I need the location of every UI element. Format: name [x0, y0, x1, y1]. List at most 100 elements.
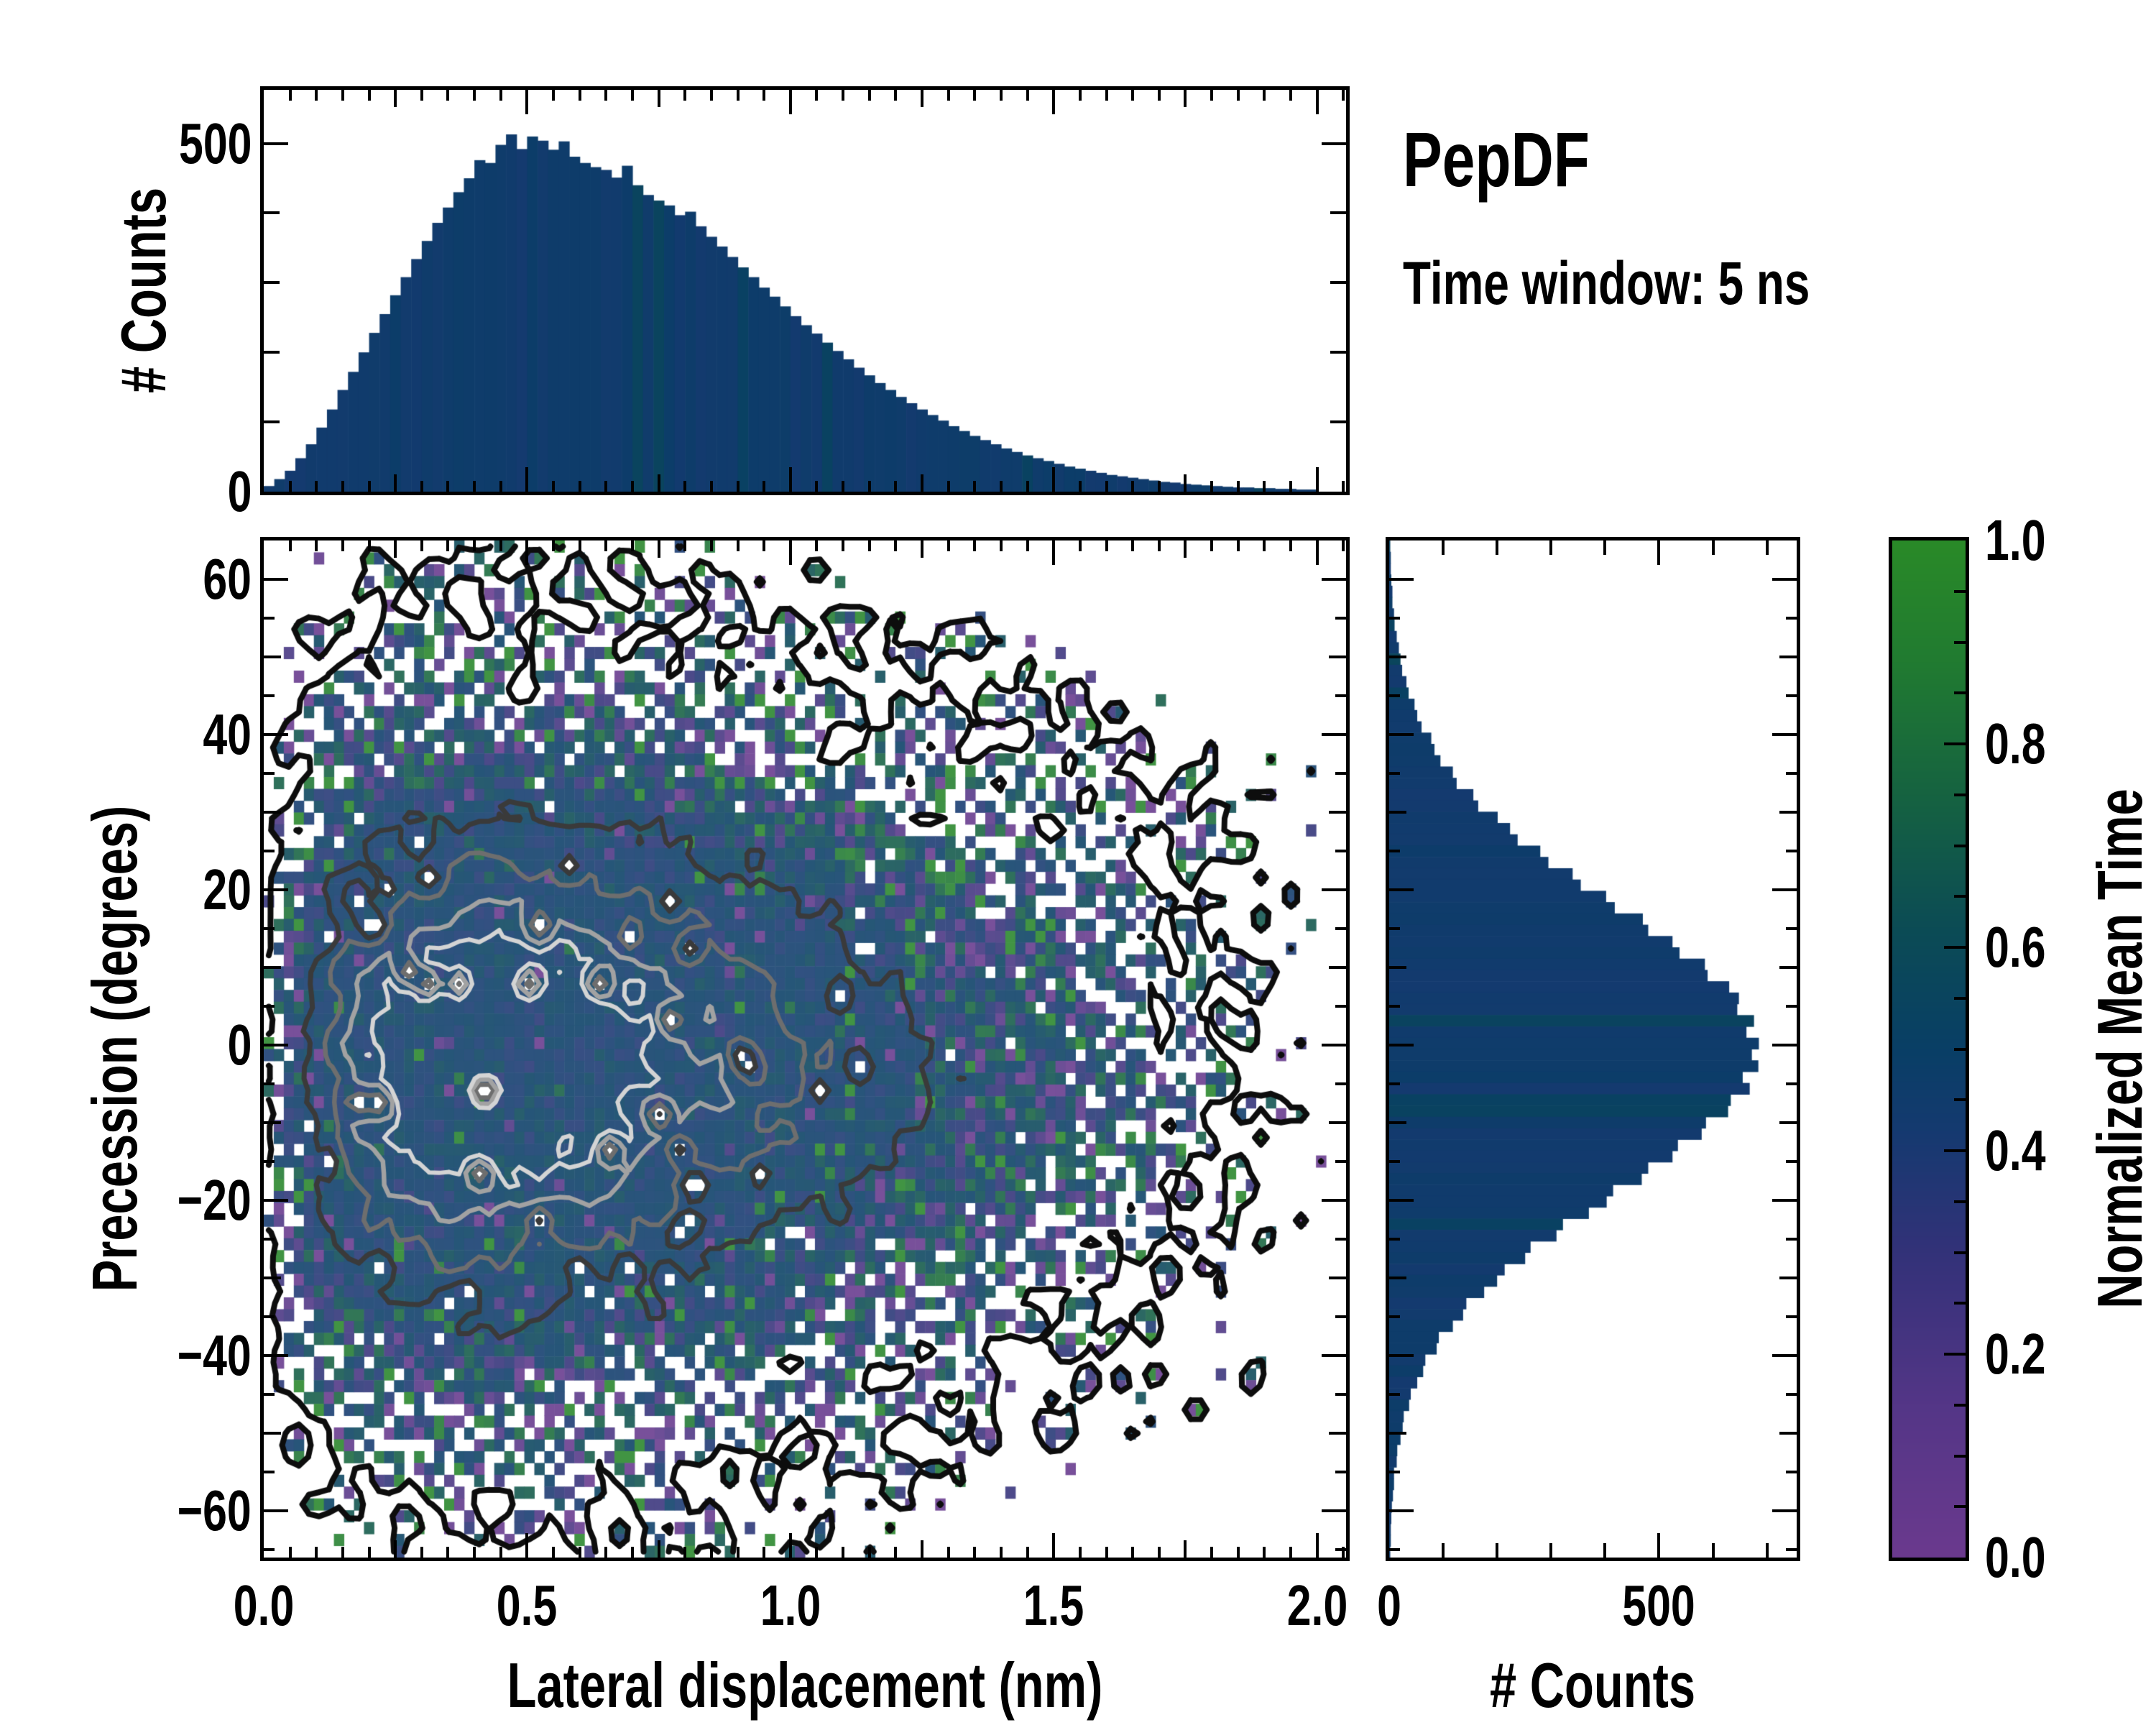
axis-tick [1786, 694, 1797, 698]
axis-tick [736, 481, 740, 492]
axis-tick [1335, 1393, 1346, 1397]
axis-tick [264, 1044, 288, 1047]
axis-tick [473, 90, 476, 101]
axis-tick [1184, 1540, 1187, 1558]
joint-heatmap-canvas [264, 540, 1346, 1558]
axis-tick [394, 540, 397, 558]
axis-tick [842, 481, 845, 492]
axis-tick [1779, 966, 1797, 970]
axis-tick [394, 90, 397, 107]
axis-tick [1236, 481, 1240, 492]
axis-tick [264, 420, 280, 424]
axis-tick [1335, 1238, 1346, 1241]
axis-tick [1105, 90, 1108, 101]
axis-tick [264, 1471, 275, 1474]
tick-label: 0.0 [233, 1573, 295, 1637]
axis-tick [1335, 1082, 1346, 1086]
axis-tick [264, 1199, 288, 1202]
axis-tick [1389, 733, 1414, 737]
axis-tick [1315, 1533, 1319, 1558]
axis-tick [1315, 540, 1319, 565]
axis-tick [1389, 1082, 1400, 1086]
axis-tick [1329, 1121, 1346, 1125]
axis-tick [264, 811, 281, 814]
axis-tick [1210, 1547, 1214, 1558]
axis-tick [394, 474, 397, 492]
axis-tick [1289, 481, 1293, 492]
axis-tick [1131, 1547, 1135, 1558]
axis-tick [1954, 640, 1966, 644]
axis-tick [1052, 467, 1056, 492]
top-histogram-canvas [264, 90, 1346, 492]
tick-label: 0.4 [1985, 1118, 2046, 1182]
axis-tick [525, 90, 529, 114]
axis-tick [1786, 927, 1797, 931]
axis-tick [657, 1540, 660, 1558]
colorbar-panel [1889, 537, 1969, 1561]
axis-tick [499, 90, 502, 101]
axis-tick [1315, 467, 1319, 492]
axis-tick [1026, 481, 1029, 492]
axis-tick [1329, 1432, 1346, 1435]
axis-tick [1389, 850, 1400, 853]
tick-label: 0.0 [1985, 1525, 2046, 1589]
axis-tick [341, 90, 344, 101]
axis-tick [604, 1547, 608, 1558]
axis-tick [1052, 90, 1056, 114]
axis-tick [264, 1432, 281, 1435]
axis-tick [1954, 1302, 1966, 1305]
axis-tick [1263, 1547, 1266, 1558]
axis-tick [1342, 540, 1345, 551]
axis-tick [1603, 1543, 1607, 1558]
axis-tick [604, 90, 608, 101]
axis-tick [1289, 1547, 1293, 1558]
axis-tick [1322, 1199, 1346, 1202]
axis-tick [1263, 481, 1266, 492]
axis-tick [921, 540, 924, 558]
axis-tick [525, 540, 529, 565]
axis-tick [1786, 1082, 1797, 1086]
axis-tick [921, 1540, 924, 1558]
axis-tick [1078, 540, 1082, 551]
axis-tick [264, 1238, 275, 1241]
axis-tick [1335, 1315, 1346, 1319]
axis-tick [1954, 1251, 1966, 1254]
axis-tick [420, 1547, 423, 1558]
axis-tick [473, 481, 476, 492]
axis-tick [1157, 1547, 1161, 1558]
axis-tick [1765, 1543, 1769, 1558]
axis-tick [264, 211, 280, 215]
axis-tick [842, 1547, 845, 1558]
axis-tick [264, 888, 288, 892]
axis-tick [1954, 895, 1966, 898]
colorbar-label: Normalized Mean Time [2084, 788, 2155, 1309]
axis-tick [1322, 1044, 1346, 1047]
axis-tick [264, 1160, 275, 1164]
axis-tick [1779, 1276, 1797, 1280]
axis-tick [683, 1547, 687, 1558]
tick-label: −60 [177, 1478, 252, 1543]
axis-tick [578, 1547, 581, 1558]
axis-tick [788, 540, 792, 565]
axis-tick [1131, 90, 1135, 101]
axis-tick [264, 617, 275, 620]
axis-tick [999, 540, 1003, 551]
axis-tick [473, 1547, 476, 1558]
axis-tick [867, 481, 871, 492]
axis-tick [1549, 540, 1553, 555]
axis-tick [894, 540, 898, 551]
axis-tick [1772, 578, 1797, 581]
axis-tick [683, 540, 687, 551]
plot-title: PepDF [1403, 116, 1590, 203]
axis-tick [341, 1547, 344, 1558]
axis-tick [1322, 733, 1346, 737]
axis-tick [1786, 850, 1797, 853]
axis-tick [264, 1354, 288, 1358]
axis-tick [264, 1082, 275, 1086]
axis-tick [1786, 1315, 1797, 1319]
axis-tick [842, 540, 845, 551]
axis-tick [1157, 481, 1161, 492]
axis-tick [1389, 1509, 1414, 1513]
axis-tick [1335, 772, 1346, 776]
axis-tick [1342, 1547, 1345, 1558]
